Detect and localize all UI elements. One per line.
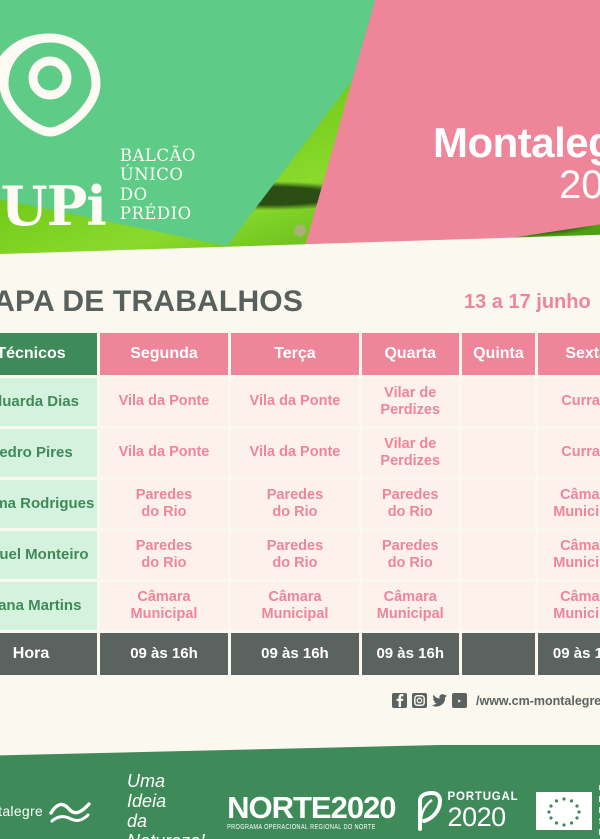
assignment-cell: Currais xyxy=(538,429,600,477)
assignment-cell: Paredes do Rio xyxy=(361,480,459,528)
bupi-logo: BUPi BALCÃO ÚNICO DO PRÉDIO xyxy=(0,28,224,239)
bupi-subtitle: BALCÃO ÚNICO DO PRÉDIO xyxy=(119,146,196,224)
schedule-table-wrap: Técnicos Segunda Terça Quarta Quinta Sex… xyxy=(0,330,600,678)
table-row: Fátima Rodrigues Paredes do Rio Paredes … xyxy=(0,480,600,528)
assignment-cell xyxy=(461,531,536,579)
assignment-cell: Paredes do Rio xyxy=(361,531,459,579)
poster-header: BUPi BALCÃO ÚNICO DO PRÉDIO Montalegre 2… xyxy=(0,0,600,288)
hours-cell: 09 às 16h xyxy=(100,633,228,675)
table-row: Miguel Monteiro Paredes do Rio Paredes d… xyxy=(0,531,600,579)
col-header-terca: Terça xyxy=(230,333,359,375)
leaf-icon xyxy=(417,791,442,832)
hours-cell: 09 às 16h xyxy=(538,633,600,675)
eu-labels: UNIÃO EUROPEIA Fundo Social Europeu xyxy=(598,784,600,838)
col-header-quarta: Quarta xyxy=(361,333,459,375)
assignment-cell: Câmara Municipal xyxy=(538,531,600,579)
facebook-icon[interactable] xyxy=(392,693,407,708)
technician-name: Fátima Rodrigues xyxy=(0,480,97,528)
col-header-segunda: Segunda xyxy=(100,333,228,375)
eu-logo: UNIÃO EUROPEIA Fundo Social Europeu xyxy=(518,784,600,838)
portugal-year: 2020 xyxy=(447,801,507,832)
montalegre-logo: Montalegre xyxy=(0,798,103,824)
social-links: /www.cm-montalegre.pt xyxy=(392,693,600,708)
website-url[interactable]: /www.cm-montalegre.pt xyxy=(476,693,600,708)
table-header-row: Técnicos Segunda Terça Quarta Quinta Sex… xyxy=(0,333,600,375)
date-range: 13 a 17 junho xyxy=(464,290,591,313)
assignment-cell: Câmara Municipal xyxy=(361,582,459,630)
assignment-cell: Câmara Municipal xyxy=(100,582,228,630)
assignment-cell: Paredes do Rio xyxy=(230,531,359,579)
assignment-cell xyxy=(461,480,536,528)
montalegre-wordmark: Montalegre xyxy=(0,803,44,820)
eu-line2: Fundo Social Europeu xyxy=(598,806,600,837)
assignment-cell: Paredes do Rio xyxy=(100,531,228,579)
portugal-word: PORTUGAL xyxy=(447,791,519,804)
table-row: Joana Martins Câmara Municipal Câmara Mu… xyxy=(0,582,600,630)
assignment-cell: Paredes do Rio xyxy=(100,480,228,528)
schedule-table: Técnicos Segunda Terça Quarta Quinta Sex… xyxy=(0,330,600,678)
instagram-icon[interactable] xyxy=(412,693,427,708)
assignment-cell xyxy=(461,378,536,426)
hours-cell: 09 às 16h xyxy=(230,633,359,675)
technician-name: Pedro Pires xyxy=(0,429,97,477)
assignment-cell: Vila da Ponte xyxy=(230,378,359,426)
col-header-tecnicos: Técnicos xyxy=(0,333,97,375)
montalegre-slogan: Uma Ideia da Natureza! xyxy=(127,771,205,839)
assignment-cell: Câmara Municipal xyxy=(538,480,600,528)
technician-name: Joana Martins xyxy=(0,582,97,630)
portugal2020-logo: PORTUGAL 2020 xyxy=(396,791,519,832)
assignment-cell: Paredes do Rio xyxy=(230,480,359,528)
technician-name: Eduarda Dias xyxy=(0,378,97,426)
assignment-cell xyxy=(461,429,536,477)
youtube-icon[interactable] xyxy=(452,693,467,708)
poster-footer: Montalegre Uma Ideia da Natureza! NORTE2… xyxy=(0,745,600,839)
eu-flag-icon xyxy=(536,792,593,831)
title-bar: MAPA DE TRABALHOS 13 a 17 junho xyxy=(0,276,600,328)
table-row: Eduarda Dias Vila da Ponte Vila da Ponte… xyxy=(0,378,600,426)
assignment-cell: Vilar de Perdizes xyxy=(361,429,459,477)
table-hours-row: Hora 09 às 16h 09 às 16h 09 às 16h 09 às… xyxy=(0,633,600,675)
municipality-year: 2022 xyxy=(559,163,600,207)
twitter-icon[interactable] xyxy=(432,693,447,708)
assignment-cell xyxy=(461,582,536,630)
assignment-cell: Vila da Ponte xyxy=(230,429,359,477)
assignment-cell: Vila da Ponte xyxy=(100,378,228,426)
hours-cell xyxy=(461,633,536,675)
assignment-cell: Vila da Ponte xyxy=(100,429,228,477)
technician-name: Miguel Monteiro xyxy=(0,531,97,579)
norte2020-subtitle: PROGRAMA OPERACIONAL REGIONAL DO NORTE xyxy=(227,824,376,832)
municipality-title: Montalegre 2022 xyxy=(432,119,600,207)
assignment-cell: Vilar de Perdizes xyxy=(361,378,459,426)
hours-cell: 09 às 16h xyxy=(361,633,459,675)
assignment-cell: Currais xyxy=(538,378,600,426)
col-header-quinta: Quinta xyxy=(461,333,536,375)
mountain-icon xyxy=(49,802,91,823)
location-pin-icon xyxy=(0,33,101,137)
page-title: MAPA DE TRABALHOS xyxy=(0,285,304,318)
hours-label: Hora xyxy=(0,633,97,675)
assignment-cell: Câmara Municipal xyxy=(538,582,600,630)
norte2020-logo: NORTE2020 PROGRAMA OPERACIONAL REGIONAL … xyxy=(205,789,396,832)
norte2020-wordmark: NORTE2020 xyxy=(227,789,396,825)
municipality-name: Montalegre xyxy=(432,119,600,166)
footer-background xyxy=(0,745,600,839)
assignment-cell: Câmara Municipal xyxy=(230,582,359,630)
bupi-wordmark: BUPi xyxy=(0,174,107,239)
col-header-sexta: Sexta xyxy=(538,333,600,375)
table-row: Pedro Pires Vila da Ponte Vila da Ponte … xyxy=(0,429,600,477)
eu-line1: UNIÃO EUROPEIA xyxy=(598,784,600,804)
